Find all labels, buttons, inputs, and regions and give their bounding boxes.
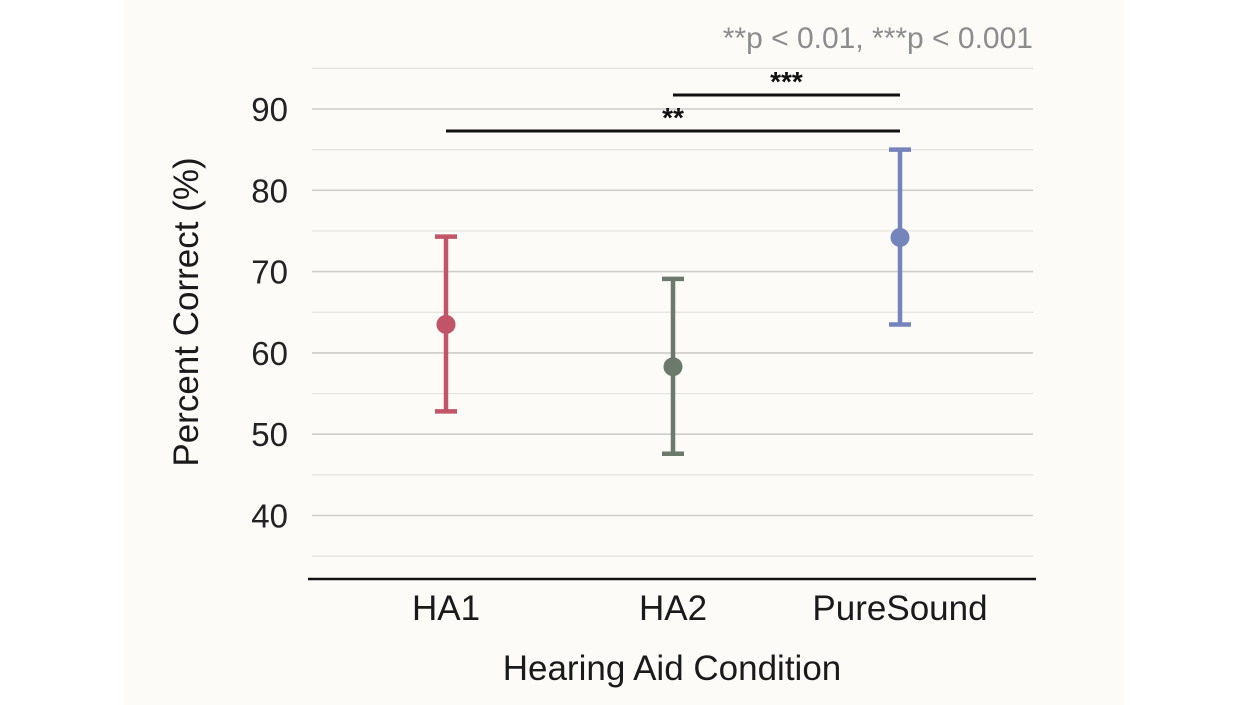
y-tick-label: 50 [251, 416, 288, 453]
significance-stars: ** [662, 102, 684, 133]
x-category-label: HA1 [412, 589, 480, 628]
y-axis-title: Percent Correct (%) [167, 157, 206, 466]
x-category-labels: HA1 HA2 PureSound [412, 589, 988, 628]
significance-brackets: ***** [446, 66, 900, 133]
data-points [435, 147, 911, 456]
y-tick-label: 70 [251, 254, 288, 291]
x-category-label: PureSound [812, 589, 987, 628]
significance-legend: **p < 0.01, ***p < 0.001 [723, 22, 1033, 55]
mean-point [436, 314, 456, 334]
y-tick-label: 90 [251, 91, 288, 128]
y-tick-label: 40 [251, 498, 288, 535]
x-axis-title: Hearing Aid Condition [503, 649, 842, 688]
y-tick-label: 60 [251, 335, 288, 372]
mean-point [663, 357, 683, 377]
x-category-label: HA2 [639, 589, 707, 628]
y-tick-labels: 40 50 60 70 80 90 [251, 91, 288, 535]
y-tick-label: 80 [251, 172, 288, 209]
mean-point [890, 227, 910, 247]
significance-stars: *** [770, 66, 803, 97]
